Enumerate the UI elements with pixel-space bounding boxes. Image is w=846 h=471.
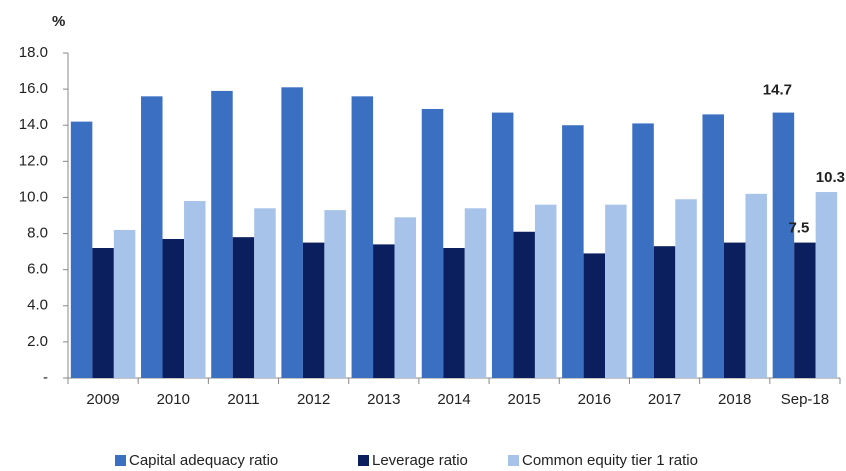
x-tick-label: Sep-18 <box>781 391 829 408</box>
bar <box>232 237 255 378</box>
x-tick-label: 2017 <box>648 391 681 408</box>
bar <box>254 208 276 378</box>
bar <box>394 217 417 378</box>
y-tick-label: 2.0 <box>27 333 48 350</box>
bar <box>723 242 746 378</box>
bar <box>302 242 325 378</box>
legend-label: Capital adequacy ratio <box>129 452 278 469</box>
bar <box>162 238 185 378</box>
data-label: 7.5 <box>788 220 809 237</box>
y-tick-label: - <box>43 369 48 386</box>
bar <box>184 201 206 378</box>
legend-label: Common equity tier 1 ratio <box>522 452 698 469</box>
bar <box>702 114 724 378</box>
bar <box>772 112 795 378</box>
bar <box>211 90 233 379</box>
x-tick-label: 2015 <box>507 391 540 408</box>
y-tick-label: 12.0 <box>19 152 48 169</box>
data-label: 14.7 <box>763 82 792 99</box>
bar <box>464 208 487 378</box>
legend-swatch <box>358 455 369 466</box>
legend-swatch <box>508 455 519 466</box>
bar <box>421 108 444 378</box>
bar <box>562 125 584 378</box>
bar <box>373 244 395 378</box>
y-tick-label: 10.0 <box>19 188 48 205</box>
legend-label: Leverage ratio <box>372 452 468 469</box>
y-tick-label: 18.0 <box>19 44 48 61</box>
bar <box>605 204 627 378</box>
bar <box>443 248 465 378</box>
bar <box>794 242 816 378</box>
y-tick-label: 16.0 <box>19 80 48 97</box>
bar <box>675 199 697 378</box>
x-tick-label: 2012 <box>297 391 330 408</box>
x-tick-label: 2014 <box>437 391 470 408</box>
data-label: 10.3 <box>816 169 845 186</box>
bar <box>513 231 535 378</box>
bar <box>281 87 303 379</box>
unit-label: % <box>52 13 65 30</box>
bar <box>324 210 346 378</box>
bar <box>745 193 767 378</box>
bar <box>113 229 136 378</box>
x-tick-label: 2010 <box>157 391 190 408</box>
bar <box>653 246 676 378</box>
bar <box>534 204 557 378</box>
y-tick-label: 8.0 <box>27 225 48 242</box>
bar <box>351 96 374 378</box>
legend-swatch <box>115 455 126 466</box>
y-tick-label: 4.0 <box>27 297 48 314</box>
bar <box>632 123 654 379</box>
x-tick-label: 2009 <box>86 391 119 408</box>
x-tick-label: 2013 <box>367 391 400 408</box>
y-tick-label: 6.0 <box>27 261 48 278</box>
bar <box>92 248 114 378</box>
y-tick-label: 14.0 <box>19 116 48 133</box>
x-tick-label: 2018 <box>718 391 751 408</box>
x-tick-label: 2011 <box>227 391 259 408</box>
bar <box>583 253 606 378</box>
bar <box>70 121 93 378</box>
bar <box>815 192 838 378</box>
bar <box>141 96 163 378</box>
x-tick-label: 2016 <box>578 391 611 408</box>
bar <box>491 112 514 378</box>
